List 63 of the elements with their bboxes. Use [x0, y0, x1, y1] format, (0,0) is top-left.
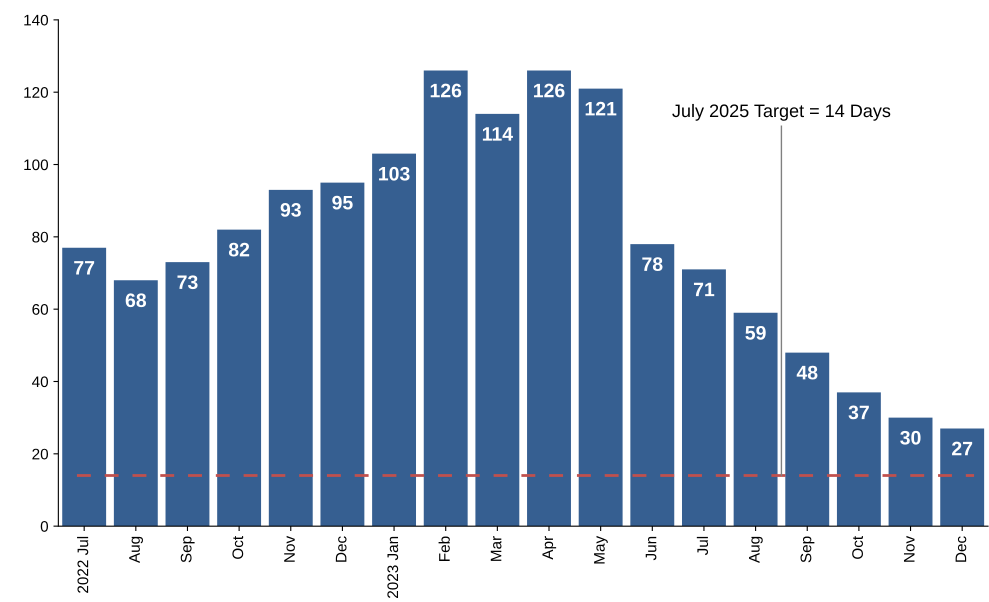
bar: [578, 88, 623, 526]
bar: [527, 70, 571, 526]
x-tick-label: Mar: [490, 536, 502, 561]
x-tick-label: Oct: [232, 536, 244, 559]
bar: [372, 154, 416, 526]
data-label: 37: [848, 406, 869, 420]
x-tick-label: 2022 Jul: [77, 536, 88, 593]
bar: [475, 114, 520, 526]
data-label: 103: [379, 166, 410, 181]
y-tick-label: 40: [32, 376, 48, 388]
bar: [268, 190, 313, 526]
x-tick-label: Jul: [696, 536, 708, 556]
bar: [320, 182, 364, 526]
y-tick-label: 100: [24, 159, 48, 170]
x-tick-label: Sep: [800, 536, 814, 562]
data-label: 121: [586, 102, 616, 116]
data-label: 95: [332, 196, 353, 210]
data-label: 59: [745, 326, 766, 340]
x-tick-label: 2023 Jan: [387, 536, 398, 598]
y-tick-label: 80: [32, 232, 48, 243]
bar: [940, 428, 984, 526]
data-label: 126: [430, 84, 462, 98]
bar: [62, 248, 106, 526]
x-tick-label: Aug: [749, 536, 763, 564]
bar: [682, 269, 726, 526]
y-tick-label: 120: [24, 87, 48, 98]
x-tick-label: Nov: [284, 536, 295, 562]
x-tick-label: Apr: [542, 536, 556, 560]
bar: [836, 392, 881, 526]
x-tick-label: Dec: [336, 536, 347, 562]
x-tick-label: Nov: [904, 536, 915, 562]
y-tick-label: 60: [32, 304, 48, 315]
bar: [630, 244, 674, 526]
data-label: 93: [280, 203, 301, 217]
data-label: 126: [534, 84, 565, 98]
x-tick-label: Sep: [180, 536, 195, 562]
x-tick-label: Feb: [438, 536, 450, 561]
data-label: 30: [900, 430, 921, 445]
data-label: 48: [796, 366, 818, 380]
x-tick-label: Oct: [852, 536, 863, 559]
data-label: 71: [694, 282, 714, 296]
ref-line-label: July 2025 Target = 14 Days: [672, 104, 890, 121]
data-label: 77: [74, 261, 94, 274]
x-tick-label: Dec: [956, 536, 966, 562]
data-label: 82: [228, 242, 250, 257]
bar: [166, 262, 210, 526]
data-label: 78: [642, 257, 663, 272]
bar: [217, 230, 262, 526]
bar: [424, 70, 468, 526]
x-tick-label: May: [594, 536, 608, 564]
y-tick-label: 0: [40, 521, 48, 532]
data-label: 68: [126, 293, 146, 308]
y-tick-label: 140: [24, 14, 48, 26]
data-label: 114: [482, 127, 513, 141]
bar: [888, 418, 932, 526]
bar: [785, 352, 830, 526]
y-tick-label: 20: [32, 448, 48, 460]
bar: [734, 312, 778, 526]
data-label: 27: [952, 442, 972, 456]
x-tick-label: Jun: [646, 536, 656, 560]
bar: [114, 280, 158, 526]
x-tick-label: Aug: [129, 536, 143, 564]
data-label: 73: [177, 275, 198, 290]
